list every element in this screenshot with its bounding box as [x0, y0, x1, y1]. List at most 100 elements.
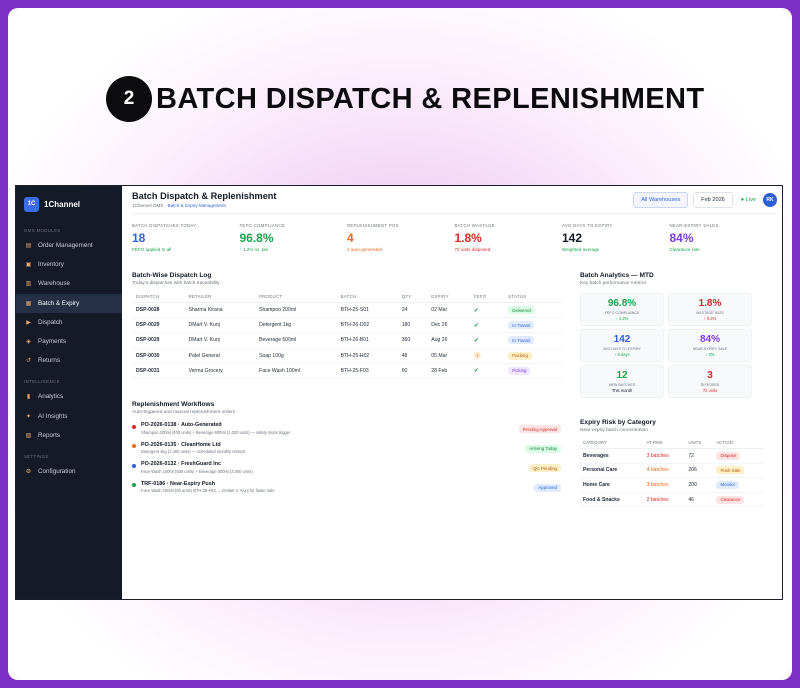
sidebar-item-analytics[interactable]: ▮ Analytics: [16, 387, 122, 406]
workflow-item[interactable]: TRF-0186 · Near-Expiry Push Face Wash 100…: [132, 481, 562, 501]
warehouse-filter-button[interactable]: All Warehouses: [633, 191, 689, 208]
workflow-detail: Detergent 1kg (2,400 units) — scheduled …: [141, 449, 246, 454]
workflow-item[interactable]: PO-2026-0135 · CleanHome Ltd Detergent 1k…: [132, 442, 562, 462]
table-row[interactable]: DSP-0030 Patel General Soap 100g BTH-25-H02…: [132, 348, 562, 364]
dispatch-log-subtitle: Today's dispatches with batch traceabili…: [132, 281, 220, 286]
sidebar-item-dispatch[interactable]: ▶ Dispatch: [16, 313, 122, 332]
dispatch-id[interactable]: DSP-0031: [132, 363, 185, 379]
sidebar-item-payments[interactable]: ◈ Payments: [16, 332, 122, 351]
table-row[interactable]: DSP-0029 DMart V. Kunj Detergent 1kg BTH-26…: [132, 317, 562, 334]
product-cell: Soap 100g: [255, 348, 337, 364]
expiry-risk-subtitle: Near-expiry batch concentration: [580, 428, 648, 433]
kpi-value: 18: [132, 231, 146, 245]
workflow-status-badge: Approved: [534, 483, 561, 492]
sidebar-item-returns[interactable]: ↺ Returns: [16, 351, 122, 370]
kpi-label: BATCH WASTAGE: [454, 223, 495, 228]
product-cell: Beverage 500ml: [255, 332, 337, 349]
action-badge[interactable]: Push Sale: [716, 466, 745, 475]
column-header[interactable]: PRODUCT: [255, 291, 337, 303]
brand-logo-icon: 1C: [24, 196, 39, 212]
sidebar-item-batch-expiry[interactable]: ▦ Batch & Expiry: [16, 293, 122, 313]
replenishment-workflows-panel: Replenishment Workflows Auto-triggered a…: [132, 401, 562, 500]
breadcrumb-root[interactable]: 1Channel OMS ·: [132, 203, 168, 208]
main-content: Batch Dispatch & Replenishment 1Channel …: [122, 186, 782, 599]
column-header[interactable]: ACTION: [713, 437, 764, 449]
sidebar-item-reports[interactable]: ▧ Reports: [16, 426, 122, 445]
fefo-cell: !: [469, 348, 505, 364]
column-header[interactable]: BATCH: [336, 291, 398, 303]
column-header[interactable]: CATEGORY: [580, 437, 644, 449]
table-row[interactable]: DSP-0028 Sharma Kirana Shampoo 200ml BTH-25…: [132, 302, 562, 319]
sidebar-item-label: Payments: [38, 338, 66, 346]
expiry-cell: 28 Feb: [427, 363, 470, 379]
analytics-card: 142 AVG DAYS TO EXPIRY ↑ 8 days: [580, 329, 664, 362]
column-header[interactable]: UNITS: [685, 437, 714, 449]
dispatch-id[interactable]: DSP-0028: [132, 302, 185, 319]
workflow-status-badge: Pending Approval: [518, 425, 561, 433]
hero-title: BATCH DISPATCH & REPLENISHMENT: [156, 82, 705, 115]
table-row[interactable]: Beverages 3 batches 72 Dispose: [580, 448, 764, 464]
kpi-label: NEAR-EXPIRY SALES: [669, 223, 719, 228]
kpi-strip: BATCH DISPATCHES TODAY 18 FEFO applied to …: [132, 223, 777, 252]
action-badge[interactable]: Dispose: [716, 451, 741, 460]
warning-icon: !: [473, 352, 481, 360]
table-row[interactable]: Personal Care 4 batches 206 Push Sale: [580, 463, 764, 479]
category-cell: Food & Snacks: [580, 492, 644, 508]
app-window: 1C 1Channel OMS MODULES ▤ Order Manageme…: [15, 185, 783, 600]
sidebar-section-settings: SETTINGS: [24, 453, 49, 459]
workflow-title: PO-2026-0135 · CleanHome Ltd: [141, 441, 221, 448]
returns-icon: ↺: [25, 358, 32, 365]
kpi-value: 142: [562, 231, 583, 245]
table-row[interactable]: Home Care 3 batches 200 Monitor: [580, 477, 764, 493]
brand[interactable]: 1C 1Channel: [16, 189, 122, 219]
dispatch-id[interactable]: DSP-0029: [132, 317, 185, 334]
dispatch-id[interactable]: DSP-0029: [132, 332, 185, 349]
sidebar-item-label: AI Insights: [38, 412, 68, 420]
table-row[interactable]: DSP-0029 DMart V. Kunj Beverage 500ml BTH-2…: [132, 332, 562, 349]
breadcrumb-current: Batch & Expiry Management: [167, 203, 226, 208]
workflow-item[interactable]: PO-2026-0138 · Auto-Generated Shampoo 200…: [132, 422, 562, 442]
analytics-card: 1.8% WASTAGE RATE ↑ 0.2%: [668, 293, 752, 326]
retailer-cell: DMart V. Kunj: [184, 332, 256, 349]
sidebar-item-inventory[interactable]: ▣ Inventory: [16, 255, 122, 274]
analytics-subtext: ↑ 3%: [705, 351, 715, 357]
sidebar-item-ai-insights[interactable]: ✦ AI Insights: [16, 407, 122, 426]
analytics-label: DISPOSED: [700, 382, 720, 387]
column-header[interactable]: QTY: [397, 291, 428, 303]
kpi-label: BATCH DISPATCHES TODAY: [132, 223, 197, 228]
action-badge[interactable]: Monitor: [716, 480, 740, 489]
column-header[interactable]: STATUS: [504, 291, 562, 303]
kpi-subtext: Weighted average: [562, 247, 600, 252]
column-header[interactable]: EXPIRY: [427, 291, 470, 303]
kpi-card: BATCH DISPATCHES TODAY 18 FEFO applied to …: [132, 223, 240, 252]
column-header[interactable]: RETAILER: [184, 291, 256, 303]
payment-icon: ◈: [26, 339, 31, 346]
status-dot-icon: [132, 424, 136, 429]
column-header[interactable]: FEFO: [469, 291, 505, 303]
workflows-subtitle: Auto-triggered and manual replenishment …: [132, 410, 236, 415]
analytics-value: 96.8%: [607, 298, 637, 309]
sidebar-item-order-management[interactable]: ▤ Order Management: [16, 236, 122, 255]
analytics-value: 84%: [699, 334, 720, 345]
dispatch-id[interactable]: DSP-0030: [132, 348, 185, 364]
workflow-item[interactable]: PO-2026-0132 · FreshGuard Inc Face Wash 1…: [132, 461, 562, 481]
action-badge[interactable]: Clearance: [716, 495, 745, 504]
sidebar-item-configuration[interactable]: ⚙ Configuration: [16, 462, 122, 481]
column-header[interactable]: AT RISK: [643, 437, 686, 449]
kpi-subtext: 2 auto-generated: [347, 247, 382, 252]
column-header[interactable]: DISPATCH: [132, 291, 185, 303]
period-selector-button[interactable]: Feb 2026: [693, 191, 733, 208]
dispatch-log-title: Batch-Wise Dispatch Log: [132, 272, 212, 279]
product-cell: Shampoo 200ml: [255, 302, 337, 319]
table-row[interactable]: DSP-0031 Verma Grocery Face Wash 100ml BTH-…: [132, 363, 562, 379]
avatar[interactable]: RK: [763, 192, 777, 207]
analytics-subtext: ↑ 1.2%: [615, 315, 629, 321]
check-icon: ✔: [473, 307, 479, 314]
table-row[interactable]: Food & Snacks 2 batches 46 Clearance: [580, 492, 764, 508]
analytics-label: NEW BATCHES: [608, 382, 636, 387]
at-risk-cell: 4 batches: [643, 463, 686, 479]
kpi-value: 1.8%: [454, 231, 482, 245]
sidebar-item-warehouse[interactable]: ▥ Warehouse: [16, 274, 122, 293]
action-cell: Dispose: [713, 448, 764, 464]
analytics-subtext: 72 units: [702, 387, 718, 393]
